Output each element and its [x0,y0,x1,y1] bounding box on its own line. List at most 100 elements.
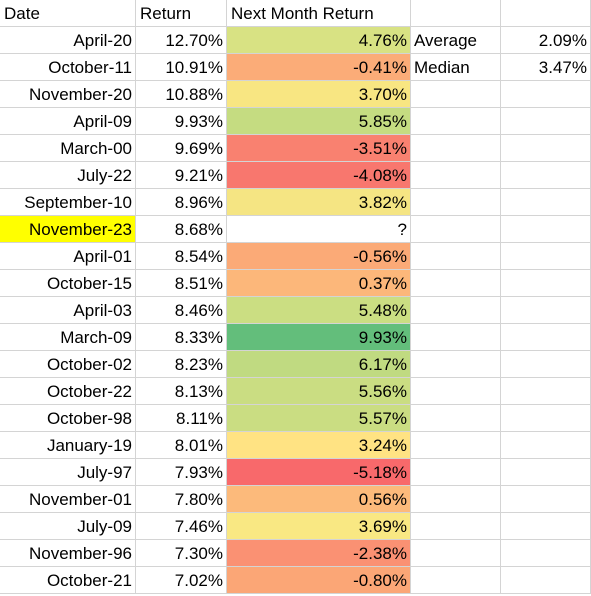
cell-date[interactable]: November-01 [0,486,136,513]
cell-date[interactable]: November-23 [0,216,136,243]
stat-value[interactable]: 2.09% [501,27,591,54]
cell-return[interactable]: 8.23% [136,351,227,378]
cell-date[interactable]: November-20 [0,81,136,108]
cell-return[interactable]: 10.88% [136,81,227,108]
cell-empty[interactable] [501,486,591,513]
cell-empty[interactable] [501,216,591,243]
header-date[interactable]: Date [0,0,136,27]
cell-return[interactable]: 7.30% [136,540,227,567]
cell-return[interactable]: 8.46% [136,297,227,324]
cell-return[interactable]: 7.02% [136,567,227,594]
cell-empty[interactable] [501,432,591,459]
cell-return[interactable]: 12.70% [136,27,227,54]
cell-date[interactable]: July-09 [0,513,136,540]
cell-return[interactable]: 8.68% [136,216,227,243]
cell-next-month-return[interactable]: 0.37% [227,270,411,297]
cell-next-month-return[interactable]: 5.57% [227,405,411,432]
cell-next-month-return[interactable]: 3.70% [227,81,411,108]
cell-empty[interactable] [501,567,591,594]
cell-empty[interactable] [411,324,501,351]
cell-empty[interactable] [501,351,591,378]
cell-date[interactable]: April-03 [0,297,136,324]
cell-empty[interactable] [411,513,501,540]
cell-empty[interactable] [411,189,501,216]
cell-empty[interactable] [501,270,591,297]
cell-return[interactable]: 7.93% [136,459,227,486]
cell-empty[interactable] [501,0,591,27]
cell-return[interactable]: 9.93% [136,108,227,135]
cell-date[interactable]: April-09 [0,108,136,135]
cell-empty[interactable] [501,378,591,405]
cell-date[interactable]: September-10 [0,189,136,216]
cell-empty[interactable] [411,0,501,27]
cell-empty[interactable] [411,459,501,486]
cell-date[interactable]: April-01 [0,243,136,270]
cell-empty[interactable] [501,135,591,162]
cell-empty[interactable] [501,243,591,270]
cell-date[interactable]: April-20 [0,27,136,54]
cell-next-month-return[interactable]: 5.48% [227,297,411,324]
cell-return[interactable]: 9.21% [136,162,227,189]
cell-empty[interactable] [411,351,501,378]
cell-empty[interactable] [411,243,501,270]
cell-empty[interactable] [411,297,501,324]
cell-empty[interactable] [501,405,591,432]
cell-date[interactable]: March-09 [0,324,136,351]
cell-return[interactable]: 8.11% [136,405,227,432]
cell-empty[interactable] [501,297,591,324]
cell-empty[interactable] [501,81,591,108]
cell-date[interactable]: October-22 [0,378,136,405]
cell-return[interactable]: 8.01% [136,432,227,459]
cell-next-month-return[interactable]: 5.85% [227,108,411,135]
cell-return[interactable]: 10.91% [136,54,227,81]
cell-date[interactable]: March-00 [0,135,136,162]
cell-date[interactable]: October-15 [0,270,136,297]
cell-next-month-return[interactable]: -3.51% [227,135,411,162]
stat-label[interactable]: Average [411,27,501,54]
cell-next-month-return[interactable]: 9.93% [227,324,411,351]
cell-next-month-return[interactable]: 6.17% [227,351,411,378]
cell-empty[interactable] [411,486,501,513]
cell-next-month-return[interactable]: 0.56% [227,486,411,513]
cell-empty[interactable] [411,540,501,567]
cell-return[interactable]: 8.54% [136,243,227,270]
cell-return[interactable]: 7.80% [136,486,227,513]
cell-next-month-return[interactable]: ? [227,216,411,243]
cell-next-month-return[interactable]: 4.76% [227,27,411,54]
cell-date[interactable]: November-96 [0,540,136,567]
cell-next-month-return[interactable]: 3.24% [227,432,411,459]
cell-empty[interactable] [411,270,501,297]
cell-empty[interactable] [501,108,591,135]
cell-next-month-return[interactable]: -0.80% [227,567,411,594]
cell-empty[interactable] [411,162,501,189]
cell-empty[interactable] [411,432,501,459]
header-return[interactable]: Return [136,0,227,27]
header-next-month-return[interactable]: Next Month Return [227,0,411,27]
cell-return[interactable]: 8.96% [136,189,227,216]
cell-date[interactable]: January-19 [0,432,136,459]
stat-label[interactable]: Median [411,54,501,81]
cell-date[interactable]: October-11 [0,54,136,81]
cell-date[interactable]: October-21 [0,567,136,594]
cell-empty[interactable] [501,459,591,486]
cell-empty[interactable] [411,567,501,594]
cell-empty[interactable] [411,135,501,162]
cell-empty[interactable] [501,324,591,351]
cell-empty[interactable] [501,189,591,216]
cell-empty[interactable] [411,405,501,432]
cell-empty[interactable] [411,378,501,405]
cell-next-month-return[interactable]: -5.18% [227,459,411,486]
cell-return[interactable]: 8.33% [136,324,227,351]
cell-next-month-return[interactable]: 5.56% [227,378,411,405]
cell-date[interactable]: October-02 [0,351,136,378]
cell-next-month-return[interactable]: -0.56% [227,243,411,270]
cell-next-month-return[interactable]: -2.38% [227,540,411,567]
cell-empty[interactable] [411,216,501,243]
cell-date[interactable]: October-98 [0,405,136,432]
cell-empty[interactable] [501,540,591,567]
stat-value[interactable]: 3.47% [501,54,591,81]
cell-empty[interactable] [411,108,501,135]
cell-date[interactable]: July-97 [0,459,136,486]
cell-return[interactable]: 8.13% [136,378,227,405]
cell-next-month-return[interactable]: -4.08% [227,162,411,189]
